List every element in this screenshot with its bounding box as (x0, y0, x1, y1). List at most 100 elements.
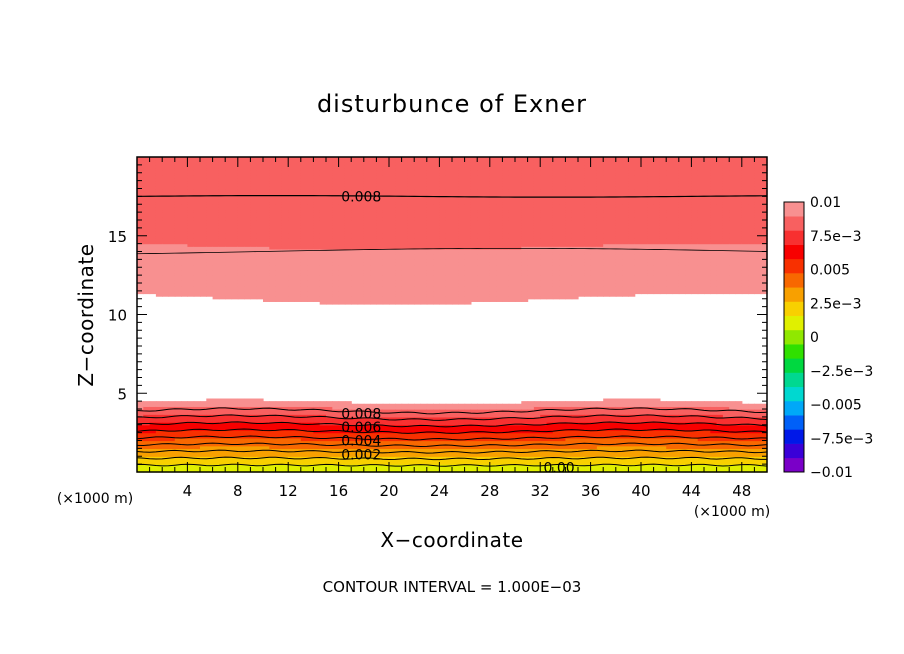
contour-fill-cell (237, 430, 245, 434)
contour-fill-cell (187, 185, 195, 190)
contour-fill-cell (370, 175, 377, 179)
contour-fill-cell (281, 172, 289, 176)
contour-fill-cell (200, 243, 207, 247)
contour-fill-cell (200, 246, 207, 250)
contour-fill-cell (218, 411, 226, 415)
contour-fill-cell (193, 157, 201, 161)
contour-fill-cell (218, 162, 226, 166)
contour-fill-cell (137, 445, 144, 449)
contour-fill-cell (401, 157, 409, 161)
contour-fill-cell (319, 183, 327, 187)
contour-fill-cell (470, 199, 478, 203)
contour-fill-cell (288, 164, 296, 169)
contour-fill-cell (237, 411, 245, 415)
contour-fill-cell (483, 416, 491, 421)
contour-fill-cell (426, 288, 434, 292)
contour-fill-cell (200, 437, 207, 442)
contour-fill-cell (313, 246, 321, 250)
contour-fill-cell (515, 466, 522, 470)
contour-fill-cell (288, 280, 296, 284)
contour-fill-cell (326, 172, 333, 176)
contour-fill-cell (326, 448, 333, 452)
contour-fill-cell (319, 243, 327, 247)
contour-fill-cell (137, 254, 144, 258)
contour-fill-cell (269, 293, 277, 297)
contour-fill-cell (174, 196, 182, 200)
contour-fill-cell (206, 254, 214, 258)
contour-fill-cell (300, 409, 308, 413)
contour-fill-cell (288, 427, 296, 431)
contour-fill-cell (464, 157, 472, 161)
contour-fill-cell (464, 254, 472, 258)
contour-fill-cell (307, 220, 314, 224)
contour-fill-cell (395, 241, 403, 245)
contour-fill-cell (143, 277, 151, 281)
contour-fill-cell (313, 267, 321, 271)
contour-fill-cell (319, 157, 327, 161)
contour-fill-cell (401, 199, 409, 203)
contour-fill-cell (414, 262, 422, 266)
contour-fill-cell (143, 427, 151, 431)
contour-fill-cell (338, 183, 346, 187)
contour-fill-cell (433, 437, 440, 442)
contour-fill-cell (143, 411, 151, 415)
contour-fill-cell (137, 264, 144, 268)
contour-fill-cell (200, 251, 207, 255)
contour-fill-cell (281, 409, 289, 413)
contour-fill-cell (313, 227, 321, 232)
contour-fill-cell (225, 167, 233, 171)
contour-fill-cell (477, 419, 485, 423)
contour-fill-cell (389, 172, 396, 176)
contour-fill-cell (231, 259, 239, 263)
contour-fill-cell (407, 409, 415, 413)
contour-fill-cell (433, 275, 440, 279)
contour-fill-cell (395, 167, 403, 171)
contour-fill-cell (344, 212, 352, 216)
contour-fill-cell (288, 180, 296, 184)
contour-fill-cell (458, 285, 466, 289)
contour-fill-cell (212, 411, 220, 415)
contour-fill-cell (300, 403, 308, 407)
contour-fill-cell (326, 188, 333, 192)
contour-fill-cell (181, 241, 188, 245)
contour-fill-cell (382, 440, 390, 444)
contour-fill-cell (149, 290, 157, 295)
contour-fill-cell (433, 285, 440, 289)
contour-fill-cell (237, 201, 245, 205)
contour-fill-cell (193, 162, 201, 166)
contour-fill-cell (344, 298, 352, 302)
contour-fill-cell (181, 424, 188, 428)
contour-fill-cell (458, 209, 466, 213)
contour-fill-cell (313, 427, 321, 431)
contour-fill-cell (477, 443, 485, 447)
contour-fill-cell (206, 269, 214, 274)
contour-fill-cell (395, 199, 403, 203)
contour-fill-cell (263, 227, 270, 232)
contour-fill-cell (181, 220, 188, 224)
contour-fill-cell (458, 162, 466, 166)
contour-fill-cell (401, 225, 409, 229)
contour-fill-cell (263, 225, 270, 229)
contour-fill-cell (263, 243, 270, 247)
contour-fill-cell (502, 209, 510, 213)
contour-fill-cell (445, 256, 453, 260)
contour-fill-cell (439, 191, 447, 195)
contour-fill-cell (193, 183, 201, 187)
contour-fill-cell (464, 267, 472, 271)
contour-fill-cell (250, 248, 258, 253)
contour-fill-cell (338, 269, 346, 274)
contour-fill-cell (231, 398, 239, 402)
contour-fill-cell (382, 201, 390, 205)
contour-fill-cell (338, 409, 346, 413)
contour-fill-cell (338, 285, 346, 289)
contour-fill-cell (326, 430, 333, 434)
contour-fill-cell (464, 406, 472, 410)
contour-fill-cell (155, 283, 163, 287)
contour-fill-cell (212, 285, 220, 289)
contour-fill-cell (363, 262, 371, 266)
contour-fill-cell (420, 403, 428, 407)
contour-fill-cell (363, 448, 371, 452)
contour-fill-cell (281, 267, 289, 271)
contour-fill-cell (313, 461, 321, 465)
contour-fill-cell (376, 196, 384, 200)
